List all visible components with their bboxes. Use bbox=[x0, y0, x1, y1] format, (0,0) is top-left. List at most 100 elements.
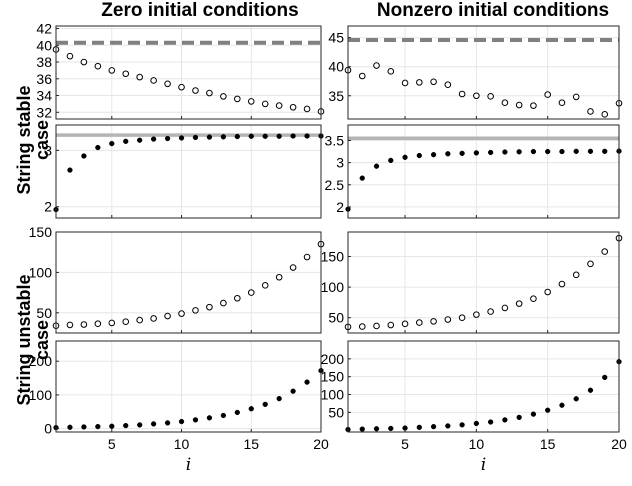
data-point bbox=[573, 396, 579, 402]
x-tick-label: 20 bbox=[611, 436, 627, 452]
axes-box bbox=[347, 25, 620, 120]
data-point bbox=[290, 133, 296, 139]
data-point bbox=[150, 136, 157, 142]
data-point bbox=[387, 68, 395, 75]
data-point bbox=[587, 148, 594, 155]
panels: 3234363840423540452322.533.5501001505010… bbox=[29, 21, 627, 475]
y-tick-label: 100 bbox=[321, 279, 345, 295]
data-point bbox=[178, 83, 185, 91]
data-point bbox=[275, 102, 283, 109]
data-point bbox=[487, 419, 494, 425]
data-point bbox=[545, 148, 551, 155]
data-point bbox=[304, 133, 310, 139]
data-point bbox=[359, 426, 365, 432]
data-point bbox=[473, 420, 480, 427]
data-point bbox=[67, 167, 73, 173]
data-point bbox=[444, 81, 452, 89]
data-point bbox=[515, 101, 523, 109]
data-point bbox=[122, 318, 130, 325]
data-point bbox=[247, 98, 255, 105]
data-point bbox=[220, 412, 227, 419]
data-point bbox=[220, 299, 227, 307]
data-point bbox=[373, 426, 380, 432]
data-point bbox=[192, 134, 199, 141]
y-tick-label: 2 bbox=[336, 199, 344, 215]
panel-2: 35 40 45 bbox=[328, 25, 623, 120]
axes-box bbox=[347, 124, 620, 219]
data-point bbox=[67, 424, 73, 430]
data-point bbox=[515, 300, 523, 307]
data-point bbox=[530, 295, 537, 303]
axes-box bbox=[347, 231, 620, 334]
data-point bbox=[458, 90, 466, 98]
y-tick-label: 150 bbox=[29, 224, 53, 240]
y-tick-label: 50 bbox=[328, 404, 344, 420]
data-point bbox=[601, 111, 609, 118]
data-point bbox=[164, 420, 171, 426]
data-point bbox=[516, 414, 522, 421]
data-point bbox=[558, 280, 566, 288]
data-point bbox=[108, 319, 116, 327]
data-point bbox=[123, 422, 129, 429]
data-point bbox=[572, 271, 580, 279]
column-title-left: Zero initial conditions bbox=[101, 0, 298, 21]
axes-box bbox=[55, 231, 322, 334]
data-point bbox=[358, 323, 366, 330]
panel-5: 50 100 150 bbox=[29, 224, 325, 334]
y-tick-label: 35 bbox=[328, 88, 344, 104]
data-point bbox=[150, 77, 157, 84]
data-point bbox=[572, 93, 580, 101]
y-tick-label: 42 bbox=[36, 21, 52, 37]
data-point bbox=[94, 320, 102, 328]
data-point bbox=[545, 407, 551, 413]
data-point bbox=[275, 273, 283, 281]
y-tick-label: 100 bbox=[29, 387, 53, 403]
data-point bbox=[234, 133, 240, 140]
data-point bbox=[206, 89, 213, 97]
row-label-stable-line2: case bbox=[32, 120, 52, 160]
panel-6: 50 100 150 bbox=[321, 231, 623, 334]
row-label-unstable-line1: String unstable bbox=[14, 274, 34, 405]
data-point bbox=[416, 79, 423, 86]
y-tick-label: 100 bbox=[321, 387, 345, 403]
data-point bbox=[502, 417, 508, 423]
data-point bbox=[192, 87, 199, 94]
data-point bbox=[95, 144, 101, 151]
data-point bbox=[206, 415, 213, 421]
data-point bbox=[373, 163, 380, 169]
x-tick-label: 5 bbox=[108, 436, 116, 452]
data-point bbox=[164, 312, 171, 320]
y-tick-label: 200 bbox=[29, 353, 53, 369]
data-point bbox=[261, 100, 269, 108]
y-tick-label: 3 bbox=[336, 155, 344, 171]
data-point bbox=[178, 135, 185, 141]
data-point bbox=[544, 288, 551, 296]
data-point bbox=[109, 140, 115, 147]
data-point bbox=[358, 72, 366, 80]
data-point bbox=[602, 374, 608, 381]
data-point bbox=[136, 316, 143, 324]
y-tick-label: 2.5 bbox=[325, 177, 345, 193]
data-point bbox=[289, 264, 297, 271]
data-point bbox=[487, 308, 494, 315]
column-title-right: Nonzero initial conditions bbox=[377, 0, 609, 21]
data-point bbox=[558, 99, 566, 107]
data-point bbox=[473, 92, 480, 100]
data-point bbox=[234, 409, 240, 416]
data-point bbox=[373, 322, 380, 330]
data-point bbox=[444, 316, 452, 323]
data-point bbox=[261, 282, 269, 289]
x-tick-label: 10 bbox=[469, 436, 485, 452]
data-point bbox=[206, 303, 213, 311]
data-point bbox=[459, 422, 465, 428]
x-tick-label: 15 bbox=[540, 436, 556, 452]
data-point bbox=[530, 411, 537, 417]
row-label-stable-line1: String stable bbox=[14, 85, 34, 194]
data-point bbox=[303, 105, 311, 113]
y-tick-label: 2 bbox=[44, 199, 52, 215]
axes-box bbox=[55, 25, 322, 120]
data-point bbox=[416, 424, 422, 431]
data-point bbox=[81, 424, 87, 430]
data-point bbox=[289, 103, 297, 111]
y-tick-label: 50 bbox=[328, 310, 344, 326]
